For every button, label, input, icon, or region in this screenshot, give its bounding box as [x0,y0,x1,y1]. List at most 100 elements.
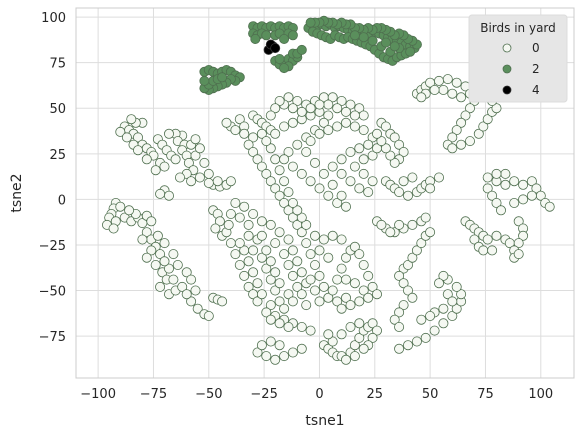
data-point [438,303,449,314]
data-point [121,132,132,143]
data-point [464,103,475,114]
data-point [190,134,201,145]
data-point [309,230,320,241]
y-tick-label: −50 [39,285,66,300]
data-point [274,165,285,176]
data-point [234,238,245,249]
data-point [283,187,294,198]
data-point [402,285,413,296]
data-point [478,121,489,132]
legend-entries: 0 2 4 [502,41,540,97]
data-point [318,281,329,292]
x-tick-label: −25 [250,387,277,402]
data-point [314,296,325,307]
data-point [345,146,356,157]
data-point [340,252,351,263]
data-point [274,278,285,289]
data-point [513,216,524,227]
legend-entry-label: 4 [532,83,540,97]
data-point [402,190,413,201]
data-point [402,259,413,270]
data-point [425,227,436,238]
data-point [270,43,281,54]
data-point [287,30,298,41]
data-point [225,208,236,219]
data-point [283,234,294,245]
legend-marker [502,43,512,53]
data-point [407,292,418,303]
data-point [108,223,119,234]
data-point [332,103,343,114]
y-tick-label: 0 [58,193,66,208]
data-point [283,92,294,103]
data-point [168,274,179,285]
data-point [152,230,163,241]
data-point [248,208,259,219]
data-point [190,150,201,161]
legend-marker [502,85,512,95]
data-point [478,245,489,256]
data-point [451,77,462,88]
data-point [314,245,325,256]
data-point [132,132,143,143]
data-point [482,234,493,245]
data-point [487,245,498,256]
y-tick-label: 50 [49,102,66,117]
data-point [256,230,267,241]
legend: Birds in yard 0 2 4 [468,14,568,103]
data-point [279,121,290,132]
data-point [194,143,205,154]
data-point [210,223,221,234]
data-point [126,114,137,125]
data-point [212,176,223,187]
data-point [367,176,378,187]
data-point [354,332,365,343]
data-point [256,128,267,139]
data-point [323,110,334,121]
x-tick-label: 0 [315,387,323,402]
data-point [416,238,427,249]
data-point [358,154,369,165]
data-point [318,234,329,245]
data-point [336,263,347,274]
data-point [287,245,298,256]
data-point [274,227,285,238]
data-point [438,318,449,329]
data-point [363,292,374,303]
data-point [234,259,245,270]
data-point [261,245,272,256]
data-point [115,126,126,137]
data-point [491,230,502,241]
data-point [340,274,351,285]
data-point [349,351,360,362]
data-point [433,278,444,289]
data-point [274,296,285,307]
data-point [225,238,236,249]
data-point [345,99,356,110]
data-point [447,143,458,154]
data-point [451,303,462,314]
data-point [279,176,290,187]
data-point [163,128,174,139]
data-point [332,274,343,285]
data-point [155,188,166,199]
data-point [150,165,161,176]
data-point [274,340,285,351]
legend-entry-label: 2 [532,62,540,76]
data-point [447,310,458,321]
data-point [469,234,480,245]
data-point [394,321,405,332]
data-point [287,103,298,114]
data-point [513,249,524,260]
data-point [296,106,307,117]
data-point [305,17,316,28]
data-point [163,190,174,201]
data-point [137,234,148,245]
data-point [225,176,236,187]
data-point [482,183,493,194]
data-point [221,117,232,128]
data-point [349,340,360,351]
data-point [354,249,365,260]
data-point [261,168,272,179]
data-point [380,143,391,154]
